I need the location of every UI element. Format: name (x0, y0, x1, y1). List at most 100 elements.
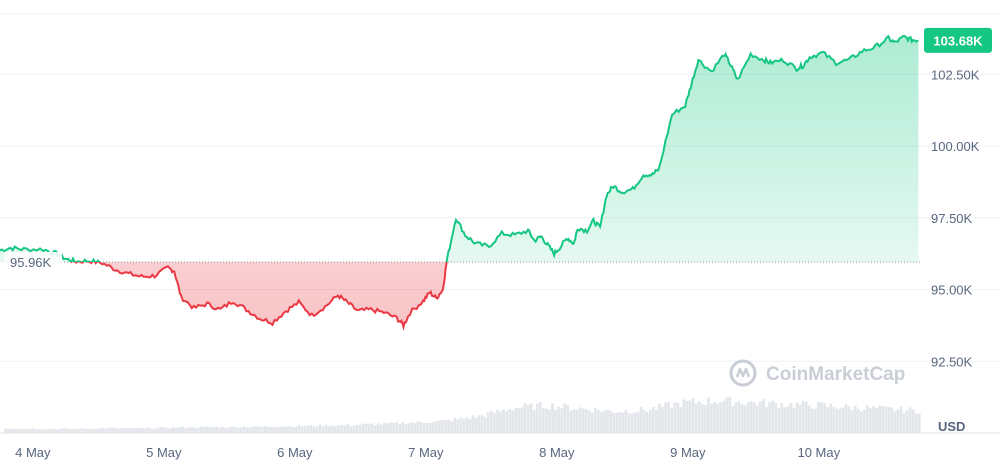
volume-bar (817, 401, 820, 433)
volume-bar (630, 413, 634, 433)
volume-bar (425, 423, 429, 433)
volume-bar (710, 403, 713, 433)
volume-bar (887, 406, 891, 433)
volume-bar (606, 409, 609, 433)
volume-bar (159, 427, 163, 433)
volume-bar (221, 426, 224, 433)
volume-bar (844, 403, 848, 433)
volume-bar (196, 427, 200, 433)
volume-bar (431, 422, 435, 433)
volume-bar (59, 428, 62, 433)
volume-bar (673, 402, 677, 433)
volume-bar (230, 426, 233, 433)
volume-bar (282, 426, 285, 433)
volume-bar (538, 402, 542, 433)
volume-bar (279, 426, 282, 433)
volume-bar (242, 426, 246, 433)
price-area-below (0, 261, 919, 327)
y-tick-label: 95.00K (931, 283, 973, 298)
volume-bar (700, 404, 704, 433)
volume-bar (493, 413, 496, 433)
volume-bar (300, 426, 304, 433)
volume-bar (297, 425, 301, 433)
volume-bar (126, 427, 130, 433)
volume-bar (789, 402, 793, 433)
volume-bar (248, 427, 252, 433)
volume-bar (703, 405, 707, 433)
volume-bar (190, 426, 194, 433)
volume-bar (352, 425, 356, 433)
volume-bar (123, 428, 126, 433)
volume-bar (823, 403, 826, 433)
reference-value: 95.96K (10, 255, 52, 270)
volume-bar (254, 426, 258, 433)
volume-bar (386, 423, 389, 433)
x-tick-label: 10 May (797, 445, 840, 460)
volume-bar (373, 425, 377, 433)
volume-bar (801, 401, 805, 433)
price-line-below (69, 261, 448, 331)
volume-bar (511, 410, 515, 433)
volume-bar (517, 408, 521, 433)
volume-bar (618, 411, 622, 433)
volume-bar (535, 403, 539, 433)
volume-bar (655, 409, 658, 433)
volume-bar (172, 427, 175, 433)
volume-bar (826, 406, 829, 433)
volume-bar (872, 406, 875, 433)
volume-bar (499, 411, 502, 433)
volume-bar (358, 424, 362, 433)
volume-bar (737, 401, 741, 433)
volume-bar (422, 422, 426, 433)
volume-bar (361, 423, 365, 433)
volume-bar (239, 427, 243, 433)
volume-bar (792, 407, 796, 433)
volume-bar (893, 411, 897, 433)
volume-bar (132, 427, 136, 433)
price-area-above (0, 35, 919, 262)
volume-bar (691, 398, 695, 433)
volume-bar (743, 405, 747, 433)
volume-bar (587, 410, 591, 433)
volume-bar (175, 427, 178, 433)
volume-bar (526, 404, 530, 433)
volume-bar (875, 408, 878, 433)
volume-bar (217, 427, 221, 433)
x-axis: 4 May 5 May 6 May 7 May 8 May 9 May 10 May (15, 445, 841, 460)
volume-bar (612, 413, 616, 433)
volume-bar (749, 401, 753, 433)
volume-bar (214, 426, 218, 433)
volume-bar (807, 405, 811, 433)
volume-bar (780, 403, 784, 433)
volume-bar (856, 408, 860, 433)
volume-bar (804, 401, 808, 433)
volume-bar (795, 402, 799, 433)
volume-bar (557, 406, 561, 433)
volume-bar (7, 428, 10, 433)
volume-bar (129, 427, 133, 433)
volume-bar (596, 410, 600, 433)
current-price-value: 103.68K (933, 33, 983, 48)
volume-bar (911, 409, 915, 433)
volume-bar (117, 428, 120, 433)
volume-bar (884, 406, 888, 433)
volume-bar (508, 409, 512, 433)
volume-bar (346, 424, 350, 433)
volume-bar (379, 424, 383, 433)
volume-bar (462, 418, 466, 433)
volume-bar (593, 407, 597, 433)
volume-bar (355, 424, 359, 433)
volume-bar (902, 413, 906, 433)
volume-bar (444, 420, 447, 433)
volume-bar (65, 428, 68, 433)
volume-bar (447, 419, 450, 433)
volume-bar (25, 428, 29, 433)
volume-bar (383, 422, 386, 433)
volume-bar (416, 421, 420, 433)
volume-bar (456, 419, 460, 433)
volume-bar (664, 402, 667, 433)
volume-bar (205, 426, 209, 433)
volume-bar (101, 428, 105, 433)
volume-bar (401, 422, 405, 433)
volume-bar (37, 429, 41, 433)
